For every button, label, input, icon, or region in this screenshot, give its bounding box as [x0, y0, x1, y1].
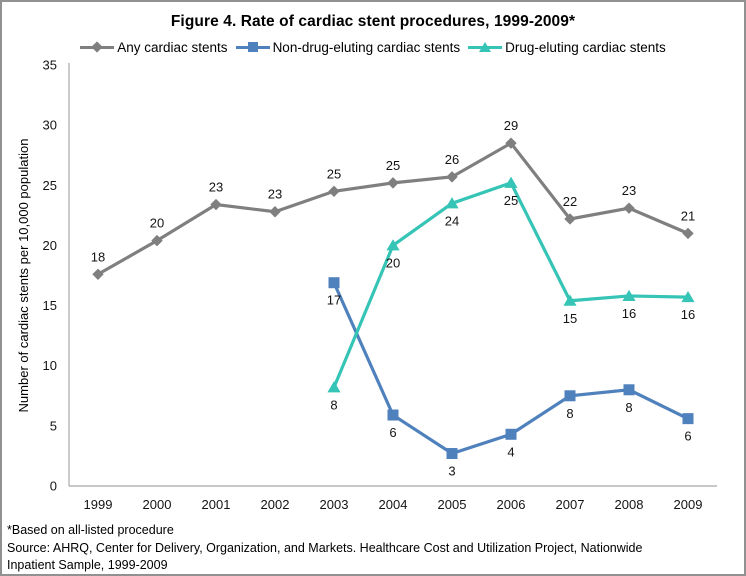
data-point-marker [328, 185, 340, 197]
footnotes: *Based on all-listed procedure Source: A… [7, 522, 740, 574]
data-label: 20 [386, 255, 400, 270]
y-tick-label: 0 [50, 479, 57, 494]
x-tick-label: 2003 [320, 497, 349, 512]
triangle-line-marker-icon [468, 41, 503, 54]
data-label: 23 [622, 183, 636, 198]
series-line [332, 180, 689, 388]
data-point-marker [505, 137, 517, 149]
legend-item-drug-eluting: Drug-eluting cardiac stents [468, 40, 666, 55]
x-tick-label: 1999 [84, 497, 113, 512]
x-tick-label: 2008 [615, 497, 644, 512]
y-tick-label: 5 [50, 418, 57, 433]
footnote-asterisk: *Based on all-listed procedure [7, 523, 174, 537]
data-point-marker [564, 213, 576, 225]
data-label: 8 [330, 397, 337, 412]
diamond-line-marker-icon [80, 41, 115, 54]
data-label: 18 [91, 249, 105, 264]
legend-item-any-cardiac-stents: Any cardiac stents [80, 39, 228, 55]
data-label: 22 [563, 194, 577, 209]
data-point-marker [446, 171, 458, 183]
data-label: 25 [504, 193, 518, 208]
data-label: 8 [566, 406, 573, 421]
series-triangle [327, 176, 695, 393]
data-label: 8 [625, 400, 632, 415]
data-point-marker [210, 198, 222, 211]
data-label: 23 [209, 180, 223, 195]
series-square [328, 277, 694, 460]
data-label: 21 [681, 208, 695, 223]
data-point-marker [386, 239, 400, 251]
y-tick-label: 35 [43, 58, 57, 73]
y-tick-label: 10 [43, 358, 57, 373]
y-tick-label: 20 [43, 238, 57, 253]
data-label: 16 [622, 306, 636, 321]
data-point-marker [445, 197, 459, 209]
data-label: 6 [389, 425, 396, 440]
data-point-marker [327, 381, 341, 393]
data-point-marker [387, 409, 399, 421]
data-point-marker [387, 177, 399, 189]
data-point-marker [92, 268, 104, 280]
data-point-marker [563, 294, 577, 306]
y-tick-label: 30 [43, 118, 57, 133]
legend-label: Non-drug-eluting cardiac stents [272, 39, 461, 55]
series-diamond [92, 137, 694, 280]
data-point-marker [622, 289, 636, 301]
legend-label: Any cardiac stents [117, 39, 228, 55]
data-label: 4 [507, 444, 514, 459]
data-label: 6 [684, 429, 691, 444]
data-label: 23 [268, 187, 282, 202]
x-tick-label: 2001 [202, 497, 231, 512]
footnote-source-line-2: Inpatient Sample, 1999-2009 [7, 558, 168, 572]
y-tick-label: 25 [43, 178, 57, 193]
data-label: 25 [327, 166, 341, 181]
x-tick-label: 2009 [674, 497, 703, 512]
y-tick-label: 15 [43, 298, 57, 313]
legend-label: Drug-eluting cardiac stents [505, 39, 666, 55]
data-point-marker [446, 448, 458, 460]
data-point-marker [505, 428, 517, 440]
data-point-marker [269, 206, 281, 218]
data-point-marker [682, 227, 694, 240]
x-tick-label: 2007 [556, 497, 585, 512]
square-line-marker-icon [235, 41, 270, 54]
footnote-source-line-1: Source: AHRQ, Center for Delivery, Organ… [7, 540, 643, 555]
data-label: 17 [327, 293, 341, 308]
data-label: 25 [386, 158, 400, 173]
chart-title: Figure 4. Rate of cardiac stent procedur… [170, 13, 576, 30]
x-tick-label: 2000 [143, 497, 172, 512]
data-label: 3 [448, 464, 455, 479]
data-label: 15 [563, 311, 577, 326]
data-point-marker [151, 234, 163, 247]
data-point-marker [564, 390, 576, 402]
data-point-marker [328, 277, 340, 289]
x-tick-label: 2005 [438, 497, 467, 512]
data-label: 29 [504, 118, 518, 133]
legend-item-non-drug-eluting: Non-drug-eluting cardiac stents [235, 39, 461, 55]
data-label: 20 [150, 216, 164, 231]
data-label: 16 [681, 307, 695, 322]
data-label: 24 [445, 213, 459, 228]
data-point-marker [504, 176, 518, 188]
data-point-marker [623, 384, 635, 396]
legend: Any cardiac stents Non-drug-eluting card… [2, 38, 744, 56]
x-tick-label: 2002 [261, 497, 290, 512]
data-point-marker [682, 413, 694, 425]
x-tick-label: 2004 [379, 497, 408, 512]
x-tick-label: 2006 [497, 497, 526, 512]
data-label: 26 [445, 152, 459, 167]
data-point-marker [623, 202, 635, 214]
data-point-marker [681, 290, 695, 303]
y-axis-title: Number of cardiac stents per 10,000 popu… [16, 138, 31, 413]
